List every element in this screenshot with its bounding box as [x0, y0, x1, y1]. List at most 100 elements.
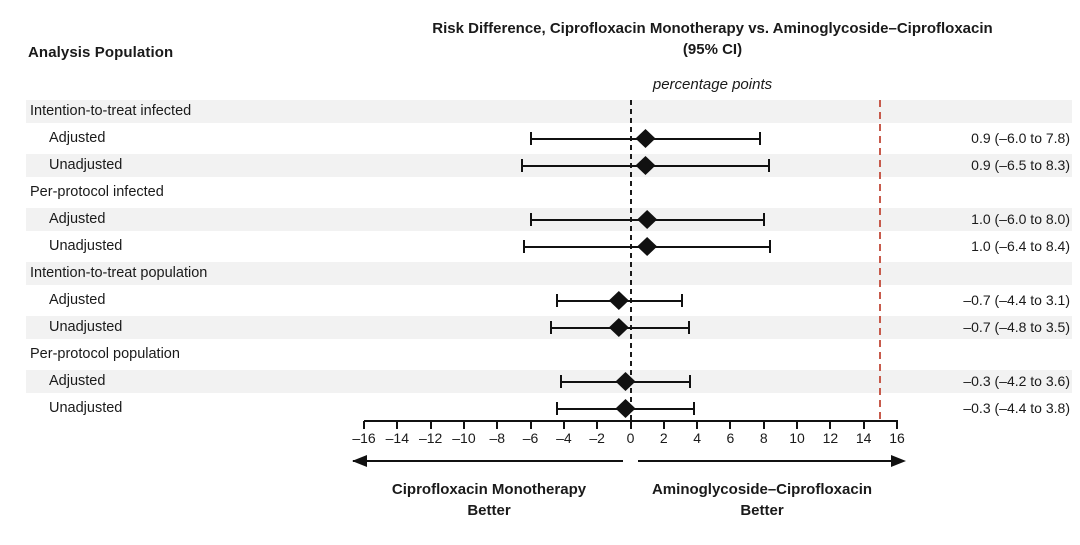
- right-direction-line2: Better: [740, 502, 784, 519]
- left-direction-line1: Ciprofloxacin Monotherapy: [391, 481, 587, 498]
- estimate-ci-value: –0.3 (–4.2 to 3.6): [963, 373, 1070, 389]
- row-label: Intention-to-treat infected: [30, 103, 192, 119]
- row-label: Per-protocol infected: [30, 184, 164, 200]
- ci-cap: [687, 321, 690, 334]
- ci-cap: [549, 321, 552, 334]
- data-row: Unadjusted 1.0 (–6.4 to 8.4): [0, 235, 1080, 262]
- x-axis-tick: [895, 421, 898, 429]
- x-axis-tick-label: 4: [693, 430, 701, 446]
- x-axis-tick-label: –12: [418, 430, 443, 446]
- x-axis-tick-label: 0: [626, 430, 635, 446]
- x-axis-tick: [429, 421, 432, 429]
- data-row: Unadjusted –0.3 (–4.4 to 3.8): [0, 397, 1080, 424]
- ci-cap: [556, 402, 559, 415]
- point-estimate-diamond: [608, 318, 629, 337]
- x-axis-tick-label: 14: [855, 430, 872, 446]
- estimate-ci-value: –0.7 (–4.4 to 3.1): [963, 292, 1070, 308]
- row-label: Unadjusted: [49, 319, 123, 335]
- x-axis-tick-label: –16: [352, 430, 376, 446]
- row-label: Adjusted: [49, 373, 106, 389]
- x-axis-tick-label: 16: [889, 430, 905, 446]
- right-direction-label: Aminoglycoside–Ciprofloxacin Better: [652, 479, 872, 521]
- left-arrow-line: [353, 460, 623, 462]
- row-label: Unadjusted: [49, 238, 123, 254]
- x-axis-tick-label: –8: [489, 430, 506, 446]
- x-axis-tick-label: 6: [726, 430, 735, 446]
- row-label: Adjusted: [49, 211, 106, 227]
- left-arrow-head-icon: [352, 455, 367, 467]
- point-estimate-diamond: [608, 291, 629, 310]
- x-axis-tick: [862, 421, 865, 429]
- point-estimate-diamond: [615, 372, 636, 391]
- x-axis-tick: [529, 421, 532, 429]
- ci-cap: [529, 132, 532, 145]
- x-axis-tick: [829, 421, 832, 429]
- ci-cap: [759, 132, 762, 145]
- group-row: Intention-to-treat population: [0, 262, 1080, 289]
- right-arrow-line: [638, 460, 900, 462]
- x-axis-tick-label: 8: [759, 430, 768, 446]
- x-axis-tick: [396, 421, 399, 429]
- point-estimate-diamond: [635, 156, 656, 175]
- estimate-ci-value: –0.3 (–4.4 to 3.8): [963, 400, 1070, 416]
- point-estimate-diamond: [637, 237, 658, 256]
- x-axis-tick-label: –4: [556, 430, 572, 446]
- x-axis-tick: [462, 421, 465, 429]
- x-axis-tick-label: 10: [789, 430, 805, 446]
- row-label: Adjusted: [49, 130, 106, 146]
- row-label: Per-protocol population: [30, 346, 180, 362]
- x-axis-tick-label: –6: [522, 430, 539, 446]
- zero-reference-line: [629, 100, 632, 420]
- data-row: Adjusted –0.7 (–4.4 to 3.1): [0, 289, 1080, 316]
- ci-cap: [767, 159, 770, 172]
- ci-cap: [762, 213, 765, 226]
- x-axis-tick-label: –2: [589, 430, 605, 446]
- axis-units-label: percentage points: [652, 76, 773, 93]
- row-shading-band: [26, 262, 1072, 285]
- ci-cap: [692, 402, 695, 415]
- row-label: Unadjusted: [49, 157, 123, 173]
- x-axis-tick: [596, 421, 599, 429]
- ci-cap: [559, 375, 562, 388]
- x-axis-tick: [363, 421, 365, 429]
- x-axis-tick: [696, 421, 699, 429]
- data-row: Unadjusted –0.7 (–4.8 to 3.5): [0, 316, 1080, 343]
- x-axis-tick-label: 12: [822, 430, 839, 446]
- x-axis-tick-label: –14: [385, 430, 409, 446]
- data-row: Adjusted –0.3 (–4.2 to 3.6): [0, 370, 1080, 397]
- x-axis-tick: [762, 421, 765, 429]
- x-axis-tick: [562, 421, 565, 429]
- estimate-ci-value: –0.7 (–4.8 to 3.5): [963, 319, 1070, 335]
- group-row: Per-protocol infected: [0, 181, 1080, 208]
- row-label: Intention-to-treat population: [30, 265, 208, 281]
- x-axis-tick: [662, 421, 665, 429]
- x-axis-tick: [729, 421, 732, 429]
- noninferiority-margin-line: [879, 100, 882, 420]
- ci-cap: [689, 375, 692, 388]
- estimate-ci-value: 0.9 (–6.0 to 7.8): [971, 130, 1070, 146]
- row-shading-band: [26, 316, 1072, 339]
- x-axis-tick: [629, 421, 632, 429]
- x-axis-tick: [496, 421, 499, 429]
- point-estimate-diamond: [637, 210, 658, 229]
- row-shading-band: [26, 100, 1072, 123]
- estimate-ci-value: 1.0 (–6.4 to 8.4): [971, 238, 1070, 254]
- ci-cap: [681, 294, 684, 307]
- left-direction-line2: Better: [467, 502, 511, 519]
- right-direction-line1: Aminoglycoside–Ciprofloxacin: [651, 481, 873, 498]
- group-row: Intention-to-treat infected: [0, 100, 1080, 127]
- data-row: Adjusted 0.9 (–6.0 to 7.8): [0, 127, 1080, 154]
- ci-cap: [556, 294, 559, 307]
- estimate-ci-value: 0.9 (–6.5 to 8.3): [971, 157, 1070, 173]
- ci-cap: [769, 240, 772, 253]
- data-row: Adjusted 1.0 (–6.0 to 8.0): [0, 208, 1080, 235]
- row-shading-band: [26, 370, 1072, 393]
- estimate-ci-value: 1.0 (–6.0 to 8.0): [971, 211, 1070, 227]
- right-arrow-head-icon: [891, 455, 906, 467]
- point-estimate-diamond: [635, 129, 656, 148]
- ci-cap: [522, 240, 525, 253]
- x-axis-tick-label: 2: [659, 430, 668, 446]
- chart-title-line1: Risk Difference, Ciprofloxacin Monothera…: [432, 20, 993, 37]
- analysis-population-header: Analysis Population: [28, 44, 174, 61]
